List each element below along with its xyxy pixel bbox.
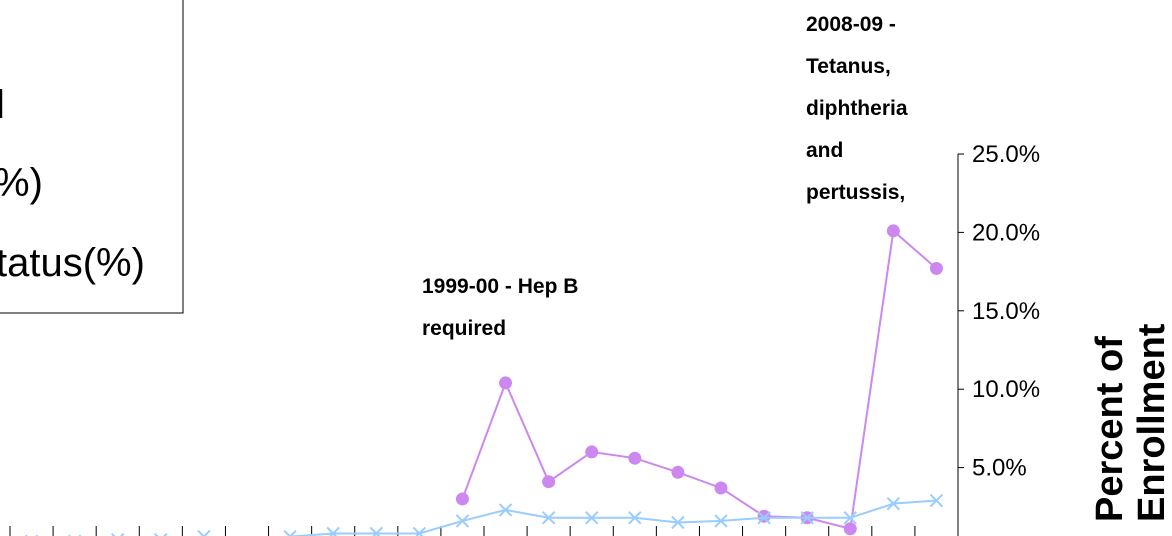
data-point: [929, 261, 943, 275]
y-tick-label: 25.0%: [972, 141, 1040, 168]
series-0-line: [461, 228, 938, 530]
data-point: [714, 514, 728, 528]
data-point: [843, 511, 857, 525]
data-point: [197, 529, 211, 536]
data-point: [757, 509, 771, 523]
data-point: [886, 224, 900, 238]
y-tick-label: 20.0%: [972, 219, 1040, 246]
series-0: [455, 224, 943, 536]
x-axis-ticks: 1991991991991991991991991991991991992002…: [9, 526, 946, 536]
annotation-tdap-line-2: Tetanus,: [806, 55, 891, 78]
annotation-tdap: 2008-09 - Tetanus, diphtheria and pertus…: [806, 13, 908, 204]
data-point: [541, 511, 556, 525]
legend-line-3: tatus(%): [0, 241, 145, 285]
y-axis-title-line-1: Percent of: [1089, 336, 1131, 522]
data-point: [498, 503, 513, 517]
data-point: [886, 496, 901, 511]
y-tick-label: 15.0%: [972, 298, 1040, 325]
data-point: [628, 511, 642, 525]
data-point: [671, 465, 685, 479]
series-1: [24, 493, 944, 536]
annotation-tdap-line-4: and: [806, 139, 843, 162]
series-1-line: [290, 499, 937, 536]
data-point: [929, 493, 944, 508]
annotation-hep-b-line-1: 1999-00 - Hep B: [422, 275, 578, 298]
annotation-hep-b: 1999-00 - Hep B required: [422, 275, 578, 340]
data-point: [283, 529, 297, 536]
series-layer: [24, 224, 944, 536]
data-point: [714, 481, 728, 495]
data-point: [585, 445, 599, 459]
data-point: [455, 514, 470, 528]
data-point: [585, 511, 599, 525]
y-axis-title: Percent of Enrollment: [1089, 323, 1172, 522]
data-point: [800, 511, 814, 525]
data-point: [326, 526, 340, 536]
legend-line-2: %): [0, 161, 43, 205]
data-point: [455, 492, 469, 506]
y-tick-label: 10.0%: [972, 376, 1040, 403]
data-point: [499, 376, 513, 390]
annotation-tdap-line-3: diphtheria: [806, 97, 908, 120]
y-tick-label: 5.0%: [972, 455, 1027, 482]
y-axis-title-line-2: Enrollment: [1131, 323, 1172, 522]
data-point: [628, 451, 642, 465]
data-point: [671, 515, 685, 530]
legend-line-1: l: [0, 83, 5, 127]
y-tick-label: 0.0%: [972, 533, 1027, 536]
annotation-hep-b-line-2: required: [422, 317, 506, 340]
data-point: [843, 522, 857, 536]
data-point: [757, 511, 771, 525]
y-axis-ticks: 0.0% 5.0% 10.0% 15.0% 20.0% 25.0%: [958, 141, 1040, 536]
annotation-tdap-line-1: 2008-09 -: [806, 13, 896, 36]
data-point: [369, 526, 383, 536]
legend-box: [0, 0, 184, 314]
data-point: [412, 526, 427, 536]
data-point: [542, 475, 556, 489]
annotation-tdap-line-5: pertussis,: [806, 181, 905, 204]
